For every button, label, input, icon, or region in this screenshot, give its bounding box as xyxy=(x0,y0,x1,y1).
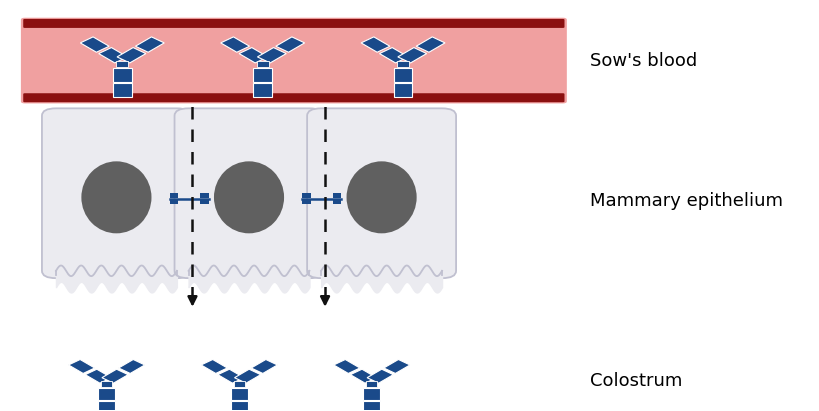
FancyBboxPatch shape xyxy=(80,37,109,52)
Text: Sow's blood: Sow's blood xyxy=(590,52,697,69)
FancyBboxPatch shape xyxy=(23,19,563,28)
FancyBboxPatch shape xyxy=(230,388,247,400)
FancyBboxPatch shape xyxy=(333,194,341,198)
FancyBboxPatch shape xyxy=(257,48,286,63)
FancyBboxPatch shape xyxy=(393,68,412,82)
FancyBboxPatch shape xyxy=(275,37,304,52)
FancyBboxPatch shape xyxy=(256,60,269,67)
FancyBboxPatch shape xyxy=(102,369,128,383)
FancyBboxPatch shape xyxy=(170,199,179,204)
FancyBboxPatch shape xyxy=(367,369,393,383)
Ellipse shape xyxy=(81,162,152,233)
FancyBboxPatch shape xyxy=(233,381,244,387)
FancyBboxPatch shape xyxy=(333,199,341,204)
FancyBboxPatch shape xyxy=(383,360,410,374)
Ellipse shape xyxy=(214,162,283,233)
FancyBboxPatch shape xyxy=(307,109,455,278)
FancyBboxPatch shape xyxy=(253,68,272,82)
FancyBboxPatch shape xyxy=(170,194,179,198)
FancyBboxPatch shape xyxy=(200,199,209,204)
FancyBboxPatch shape xyxy=(396,60,409,67)
FancyBboxPatch shape xyxy=(101,381,112,387)
FancyBboxPatch shape xyxy=(98,388,115,400)
FancyBboxPatch shape xyxy=(302,194,310,198)
FancyBboxPatch shape xyxy=(333,360,360,374)
FancyBboxPatch shape xyxy=(416,37,445,52)
FancyBboxPatch shape xyxy=(220,37,249,52)
FancyBboxPatch shape xyxy=(135,37,164,52)
FancyBboxPatch shape xyxy=(119,360,145,374)
FancyBboxPatch shape xyxy=(218,369,244,383)
Text: Mammary epithelium: Mammary epithelium xyxy=(590,192,782,210)
FancyArrow shape xyxy=(255,132,395,250)
FancyBboxPatch shape xyxy=(98,48,127,63)
FancyBboxPatch shape xyxy=(98,402,115,411)
FancyBboxPatch shape xyxy=(363,402,380,411)
FancyBboxPatch shape xyxy=(253,83,272,97)
FancyBboxPatch shape xyxy=(116,60,128,67)
FancyBboxPatch shape xyxy=(393,83,412,97)
FancyBboxPatch shape xyxy=(174,109,324,278)
FancyBboxPatch shape xyxy=(251,360,277,374)
FancyBboxPatch shape xyxy=(360,37,389,52)
FancyBboxPatch shape xyxy=(397,48,426,63)
FancyBboxPatch shape xyxy=(69,360,95,374)
FancyBboxPatch shape xyxy=(20,18,566,104)
FancyBboxPatch shape xyxy=(302,199,310,204)
FancyBboxPatch shape xyxy=(239,48,268,63)
Ellipse shape xyxy=(346,162,416,233)
FancyBboxPatch shape xyxy=(201,360,227,374)
FancyBboxPatch shape xyxy=(117,48,146,63)
FancyBboxPatch shape xyxy=(363,388,380,400)
FancyBboxPatch shape xyxy=(23,93,563,102)
FancyBboxPatch shape xyxy=(366,381,377,387)
FancyBboxPatch shape xyxy=(379,48,408,63)
FancyBboxPatch shape xyxy=(42,109,191,278)
Text: Colostrum: Colostrum xyxy=(590,372,681,390)
FancyArrow shape xyxy=(122,132,262,250)
FancyBboxPatch shape xyxy=(350,369,376,383)
FancyBboxPatch shape xyxy=(113,83,132,97)
FancyBboxPatch shape xyxy=(234,369,260,383)
FancyBboxPatch shape xyxy=(113,68,132,82)
FancyBboxPatch shape xyxy=(230,402,247,411)
FancyBboxPatch shape xyxy=(200,194,209,198)
FancyBboxPatch shape xyxy=(85,369,111,383)
